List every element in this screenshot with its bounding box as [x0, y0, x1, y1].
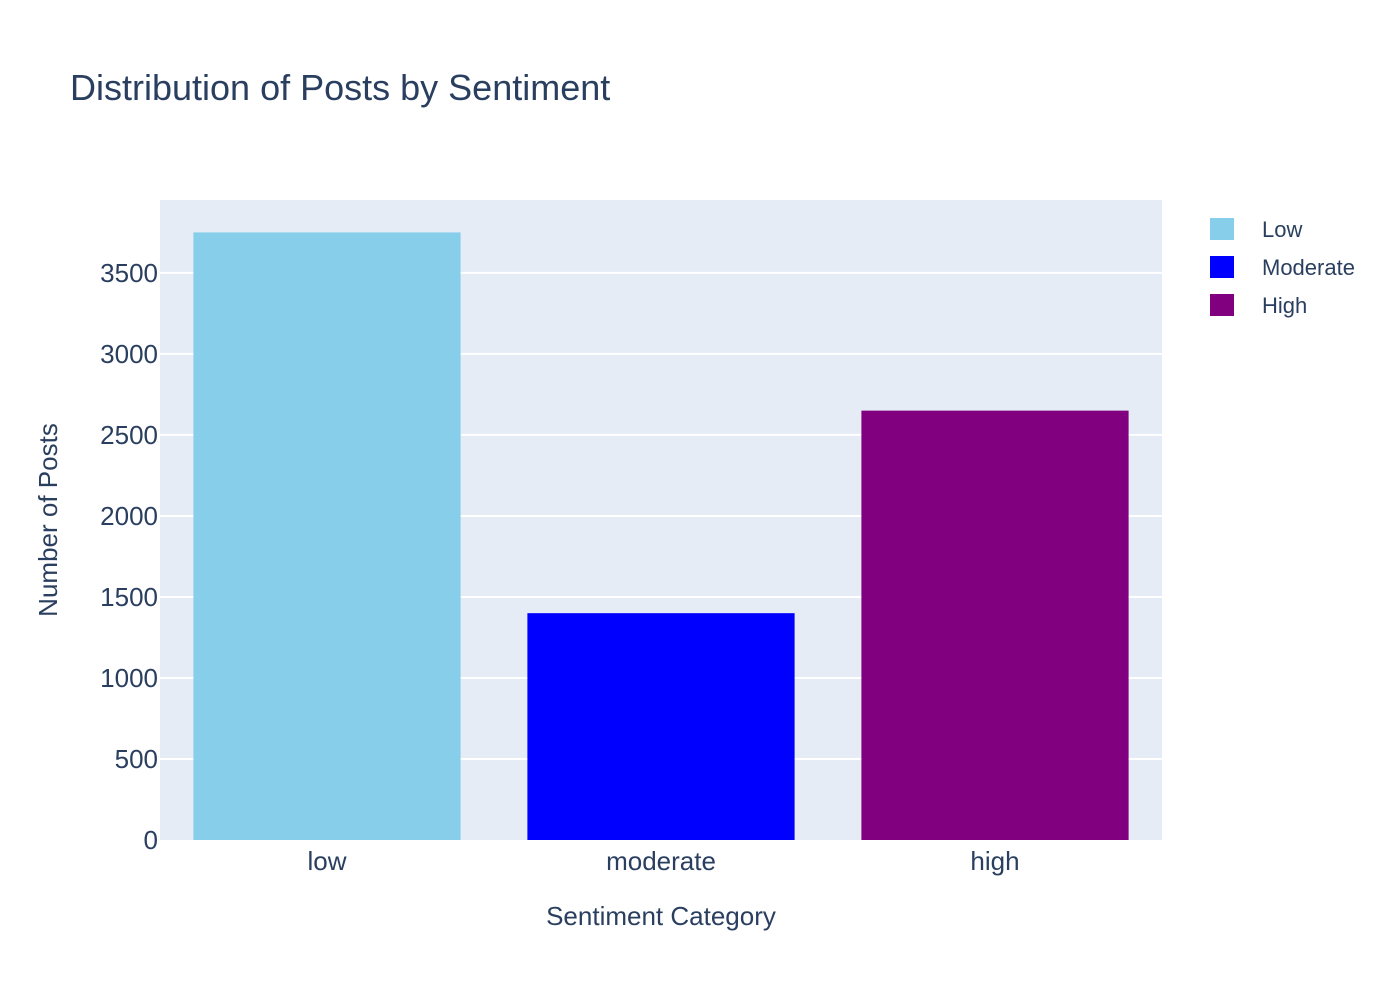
- legend: Low Moderate High: [1210, 217, 1355, 318]
- x-tick-label: low: [307, 846, 346, 876]
- y-tick-label: 2000: [100, 501, 158, 531]
- y-tick-label: 500: [115, 744, 158, 774]
- legend-label: Moderate: [1262, 255, 1355, 280]
- y-tick-label: 1000: [100, 663, 158, 693]
- x-tick-label: high: [970, 846, 1019, 876]
- legend-swatch-moderate: [1210, 256, 1234, 278]
- legend-swatch-high: [1210, 294, 1234, 316]
- y-tick-label: 2500: [100, 420, 158, 450]
- x-axis-ticks: low moderate high: [307, 846, 1019, 876]
- y-axis-ticks: 0 500 1000 1500 2000 2500 3000 3500: [100, 258, 158, 855]
- x-axis-label: Sentiment Category: [546, 901, 776, 931]
- x-tick-label: moderate: [606, 846, 716, 876]
- legend-label: Low: [1262, 217, 1302, 242]
- y-tick-label: 3000: [100, 339, 158, 369]
- bar-moderate[interactable]: [527, 613, 795, 840]
- y-axis-label: Number of Posts: [33, 423, 63, 617]
- y-tick-label: 0: [144, 825, 158, 855]
- chart-title: Distribution of Posts by Sentiment: [70, 67, 610, 108]
- bars: [193, 232, 1129, 841]
- bar-high[interactable]: [861, 410, 1129, 840]
- bar-low[interactable]: [193, 232, 461, 841]
- y-tick-label: 3500: [100, 258, 158, 288]
- legend-label: High: [1262, 293, 1307, 318]
- legend-swatch-low: [1210, 218, 1234, 240]
- y-tick-label: 1500: [100, 582, 158, 612]
